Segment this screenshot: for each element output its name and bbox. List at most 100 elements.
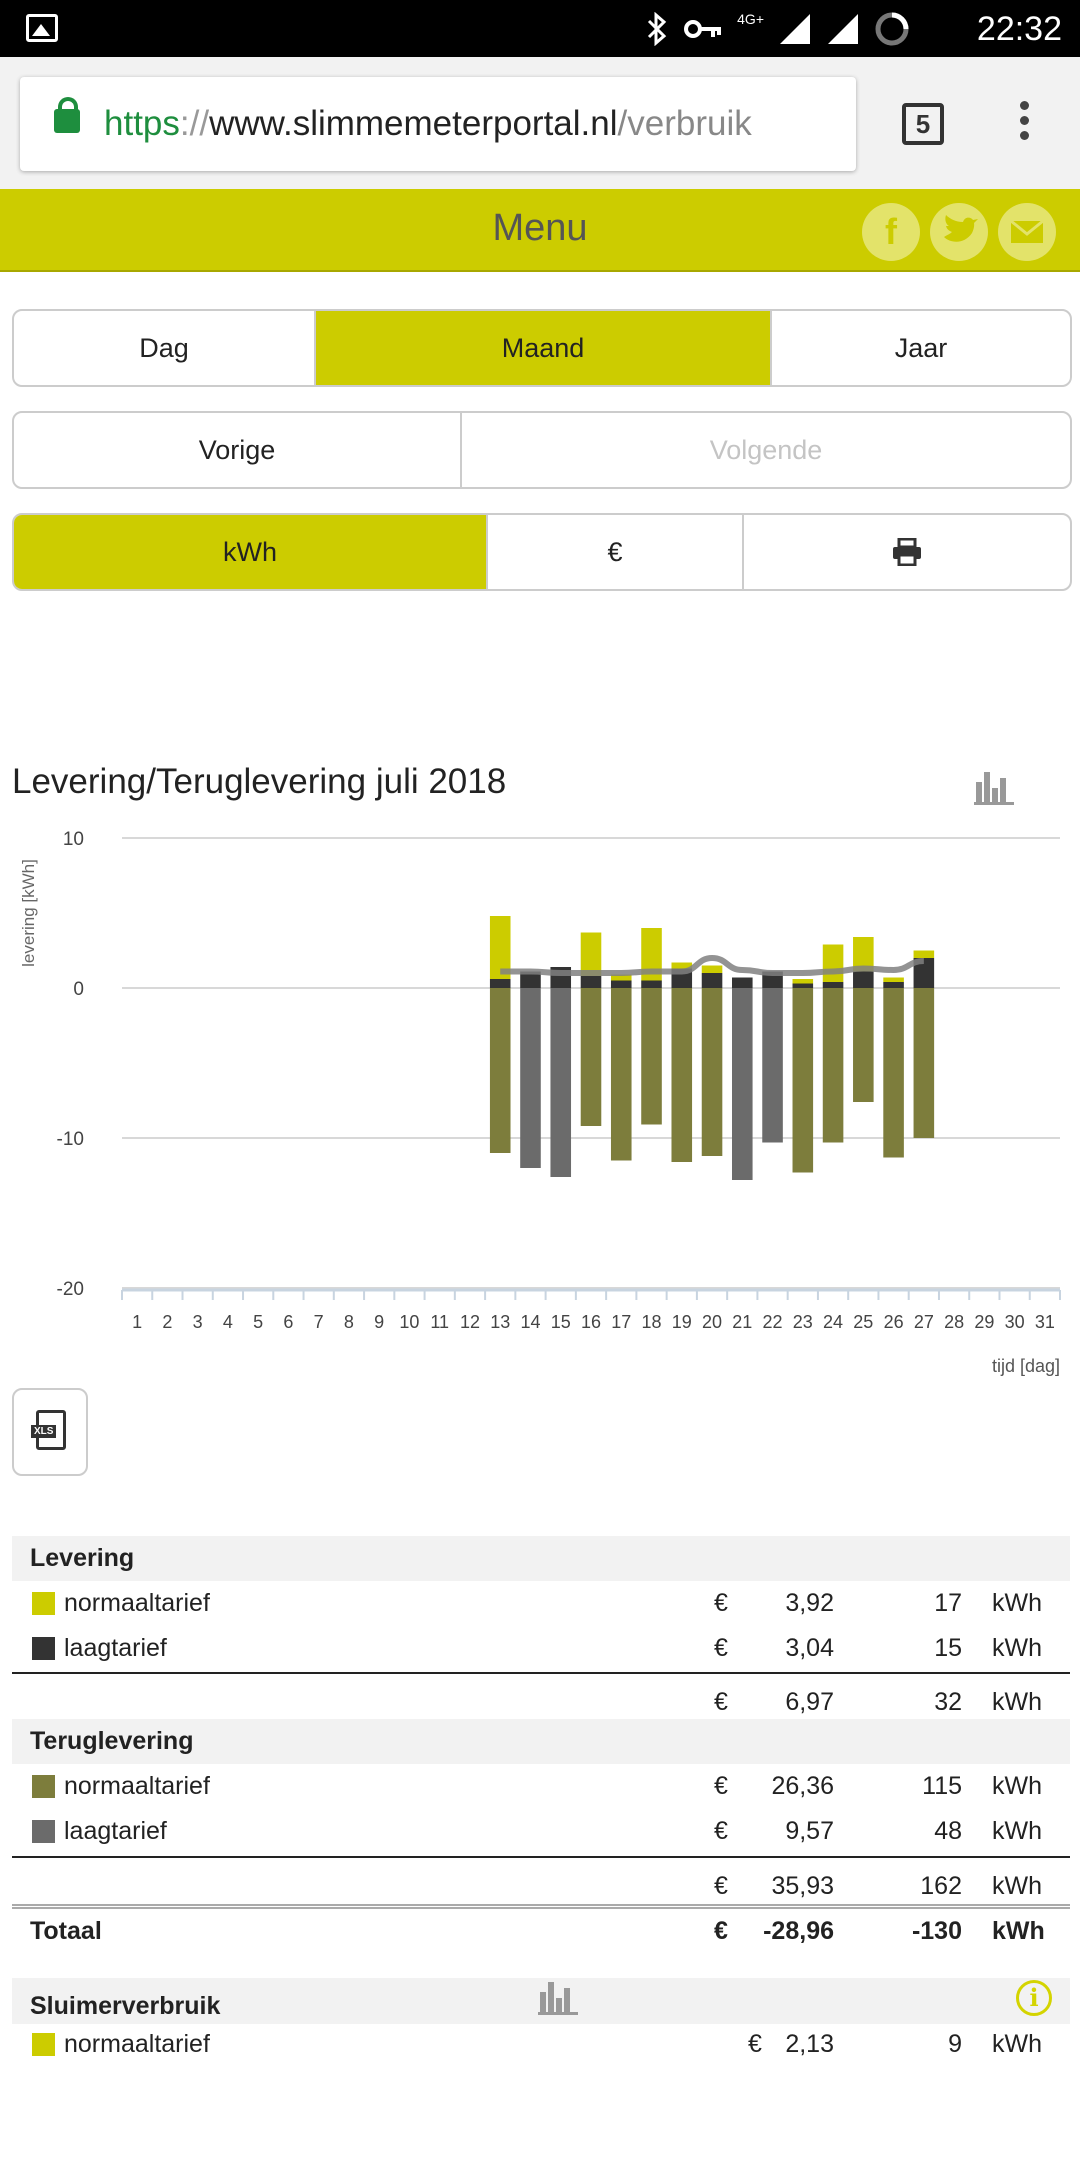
row-kwh: 17	[934, 1589, 962, 1617]
tab-jaar[interactable]: Jaar	[894, 332, 948, 363]
bar-levering-laagtarief	[641, 980, 662, 988]
period-selector: Dag Maand Jaar	[12, 309, 1072, 387]
bluetooth-icon	[648, 12, 667, 46]
x-tick-label: 12	[460, 1312, 480, 1332]
x-tick-label: 13	[490, 1312, 510, 1332]
x-tick-label: 18	[642, 1312, 662, 1332]
row-currency: €	[714, 1817, 728, 1845]
bar-teruglevering-normaaltarief	[792, 988, 814, 1173]
bar-teruglevering-normaaltarief	[822, 988, 844, 1143]
row-label: laagtarief	[64, 1817, 167, 1845]
y-tick-label: -20	[57, 1279, 84, 1300]
period-navigation: Vorige Volgende	[12, 411, 1072, 489]
levering-laag-row: laagtarief € 3,04 15 kWh	[12, 1626, 1070, 1671]
bar-teruglevering-normaaltarief	[641, 988, 662, 1125]
row-currency: €	[714, 1688, 728, 1716]
next-button[interactable]: Volgende	[709, 434, 823, 465]
chart-type-icon[interactable]	[974, 768, 1014, 806]
x-tick-label: 11	[430, 1312, 449, 1332]
legend-swatch	[32, 2033, 55, 2056]
row-unit: kWh	[992, 1634, 1042, 1662]
double-divider	[12, 1904, 1070, 1909]
row-unit: kWh	[992, 1772, 1042, 1800]
tab-switcher-button[interactable]: 5	[902, 103, 944, 145]
divider	[12, 1672, 1070, 1674]
row-unit: kWh	[992, 1817, 1042, 1845]
menu-bar: Menu f	[0, 189, 1080, 272]
x-tick-label: 25	[853, 1312, 873, 1332]
x-tick-label: 20	[702, 1312, 722, 1332]
totaal-row: Totaal € -28,96 -130 kWh	[12, 1909, 1070, 1954]
tab-maand[interactable]: Maand	[316, 311, 772, 385]
twitter-icon[interactable]	[930, 203, 988, 261]
url-text[interactable]: https://www.slimmemeterportal.nl/verbrui…	[104, 103, 752, 145]
tab-euro[interactable]: €	[488, 515, 744, 589]
x-tick-label: 9	[374, 1312, 384, 1332]
row-currency: €	[714, 1772, 728, 1800]
x-tick-label: 10	[399, 1312, 419, 1332]
x-tick-label: 1	[132, 1312, 142, 1332]
address-bar[interactable]: https://www.slimmemeterportal.nl/verbrui…	[20, 77, 856, 171]
tab-kwh[interactable]: kWh	[14, 515, 488, 589]
export-xls-button[interactable]: XLS	[12, 1388, 88, 1476]
row-kwh: 162	[920, 1872, 962, 1900]
info-icon[interactable]: i	[1016, 1980, 1052, 2016]
row-amount: 2,13	[785, 2030, 834, 2058]
printer-icon	[893, 538, 921, 566]
bar-teruglevering-laagtarief	[762, 988, 783, 1143]
bar-levering-normaaltarief	[822, 944, 844, 982]
row-currency: €	[714, 1872, 728, 1900]
status-icons: 4G+	[645, 10, 910, 48]
print-button[interactable]	[744, 515, 1070, 589]
image-notification-icon	[26, 14, 58, 42]
bar-levering-normaaltarief	[610, 974, 632, 981]
bar-levering-laagtarief	[520, 971, 541, 988]
x-tick-label: 6	[283, 1312, 293, 1332]
facebook-icon[interactable]: f	[862, 203, 920, 261]
x-tick-label: 7	[314, 1312, 324, 1332]
url-separator: ://	[179, 104, 210, 143]
bar-levering-laagtarief	[883, 982, 904, 988]
row-unit: kWh	[992, 1917, 1045, 1945]
menu-button[interactable]: Menu	[492, 207, 588, 249]
x-tick-label: 8	[344, 1312, 354, 1332]
legend-swatch	[32, 1820, 55, 1843]
mail-icon[interactable]	[998, 203, 1056, 261]
chart-title: Levering/Teruglevering juli 2018	[12, 762, 507, 801]
prev-button[interactable]: Vorige	[14, 413, 462, 487]
battery-charging-icon	[875, 12, 909, 46]
bar-levering-laagtarief	[732, 977, 753, 988]
x-tick-label: 28	[944, 1312, 964, 1332]
row-label: laagtarief	[64, 1634, 167, 1662]
row-amount: 26,36	[771, 1772, 834, 1800]
teruglevering-normaal-row: normaaltarief € 26,36 115 kWh	[12, 1764, 1070, 1809]
bar-teruglevering-normaaltarief	[671, 988, 693, 1162]
more-menu-icon[interactable]	[1008, 97, 1040, 151]
twitter-bird-shape	[944, 215, 978, 242]
x-tick-label: 26	[884, 1312, 904, 1332]
row-label: normaaltarief	[64, 2030, 210, 2058]
y-tick-label: 10	[63, 829, 84, 850]
network-type-label: 4G+	[737, 11, 764, 27]
row-amount: -28,96	[763, 1917, 834, 1945]
row-label: normaaltarief	[64, 1772, 210, 1800]
x-tick-label: 5	[253, 1312, 263, 1332]
bar-levering-normaaltarief	[883, 977, 904, 982]
x-tick-label: 2	[162, 1312, 172, 1332]
bar-levering-laagtarief	[853, 971, 874, 988]
row-amount: 3,04	[785, 1634, 834, 1662]
tab-dag[interactable]: Dag	[14, 311, 316, 385]
signal-icon	[780, 14, 810, 44]
x-tick-label: 3	[193, 1312, 203, 1332]
row-kwh: 9	[948, 2030, 962, 2058]
sluimer-chart-icon[interactable]	[538, 1980, 578, 2016]
x-tick-label: 16	[581, 1312, 601, 1332]
row-amount: 9,57	[785, 1817, 834, 1845]
row-unit: kWh	[992, 1688, 1042, 1716]
x-tick-label: 27	[914, 1312, 934, 1332]
row-currency: €	[714, 1634, 728, 1662]
x-tick-label: 17	[611, 1312, 631, 1332]
teruglevering-header: Teruglevering	[12, 1719, 1070, 1764]
bar-levering-normaaltarief	[913, 950, 935, 958]
x-tick-label: 23	[793, 1312, 813, 1332]
